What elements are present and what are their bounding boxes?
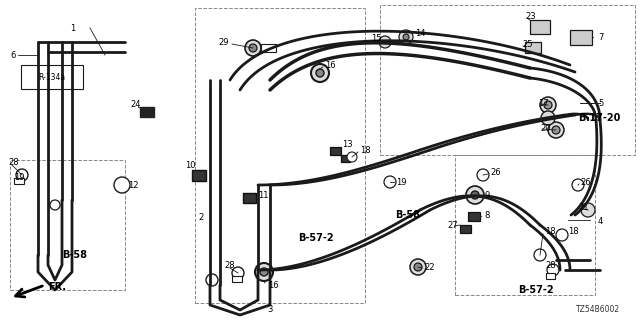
Text: 26: 26 [580,178,591,187]
Circle shape [471,191,479,199]
Text: 15: 15 [371,34,381,43]
Circle shape [572,179,584,191]
Text: 9: 9 [484,190,489,199]
Circle shape [540,97,556,113]
Text: B-58: B-58 [395,210,420,220]
Bar [261,44,276,52]
Bar [232,276,242,282]
Text: 28: 28 [8,157,19,166]
Text: 19: 19 [396,178,406,187]
Text: FR.: FR. [48,282,66,292]
Text: 25: 25 [522,39,532,49]
Text: 14: 14 [415,28,426,37]
Circle shape [206,274,218,286]
Text: 12: 12 [128,180,138,189]
Bar [525,42,541,53]
Circle shape [347,152,357,162]
Text: 10: 10 [185,161,195,170]
Text: 17: 17 [538,99,548,108]
Circle shape [403,34,409,40]
Circle shape [114,177,130,193]
Circle shape [379,36,391,48]
Circle shape [552,126,560,134]
Circle shape [556,229,568,241]
Circle shape [544,101,552,109]
Text: 6: 6 [10,51,15,60]
Text: 19: 19 [14,172,24,181]
FancyBboxPatch shape [21,65,83,89]
Circle shape [50,200,60,210]
Bar [460,225,471,233]
Bar [330,147,341,155]
Text: 28: 28 [545,260,556,269]
Text: 18: 18 [360,146,371,155]
Circle shape [232,267,244,279]
Text: B-57-2: B-57-2 [518,285,554,295]
Bar [468,212,480,221]
Text: 29: 29 [218,37,228,46]
Text: 16: 16 [325,60,335,69]
Circle shape [399,30,413,44]
Text: 2: 2 [198,213,204,222]
Text: 8: 8 [484,212,490,220]
Text: 26: 26 [490,167,500,177]
Circle shape [466,186,484,204]
Text: B-57-2: B-57-2 [298,233,333,243]
Text: 16: 16 [268,281,278,290]
Text: 18: 18 [568,228,579,236]
Text: 7: 7 [598,33,604,42]
Text: R-134a: R-134a [38,73,65,82]
Text: 5: 5 [598,99,604,108]
Text: 4: 4 [598,218,604,227]
Circle shape [541,111,555,125]
Bar [570,30,592,45]
Circle shape [547,264,559,276]
Circle shape [534,249,546,261]
Circle shape [249,44,257,52]
Bar [243,193,256,203]
Bar [10,160,125,290]
Text: 20: 20 [540,124,550,132]
Circle shape [16,169,28,181]
Text: 21: 21 [578,203,589,212]
Circle shape [260,268,268,276]
Circle shape [548,122,564,138]
Bar [530,20,550,34]
Text: 27: 27 [447,220,458,229]
Bar [14,178,24,184]
Circle shape [414,263,422,271]
Text: 28: 28 [224,261,235,270]
Text: 22: 22 [424,263,435,273]
Bar [380,5,635,155]
Bar [140,107,154,117]
Text: 18: 18 [545,228,556,236]
Bar [546,273,555,279]
Circle shape [255,263,273,281]
Circle shape [245,40,261,56]
Text: 13: 13 [342,140,353,148]
Bar [455,155,595,295]
Text: TZ54B6002: TZ54B6002 [576,306,620,315]
Circle shape [384,176,396,188]
Text: 11: 11 [258,191,269,201]
Bar [192,170,206,181]
Circle shape [410,259,426,275]
Bar [195,8,365,303]
Circle shape [311,64,329,82]
Text: B-58: B-58 [62,250,87,260]
Circle shape [477,169,489,181]
Text: 24: 24 [130,100,141,108]
Text: 1: 1 [70,23,76,33]
Circle shape [316,69,324,77]
Text: B-17-20: B-17-20 [578,113,620,123]
Text: 3: 3 [268,306,273,315]
Text: 23: 23 [525,12,536,20]
Bar [341,155,350,162]
Circle shape [581,203,595,217]
